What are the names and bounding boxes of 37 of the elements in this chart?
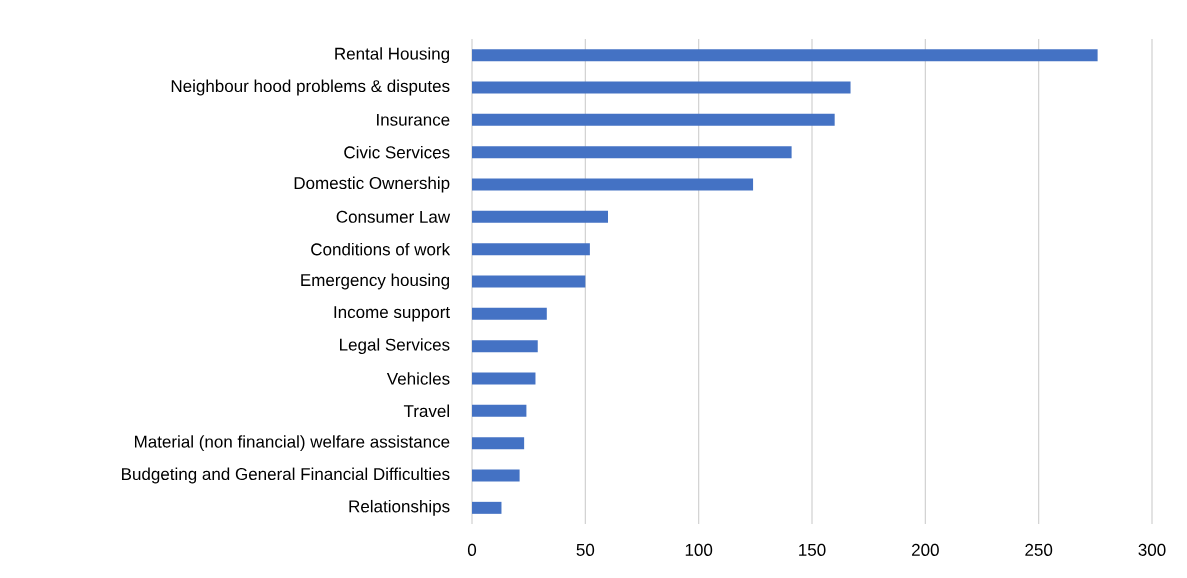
y-tick-label: Neighbour hood problems & disputes	[171, 79, 450, 96]
bar	[472, 275, 586, 288]
bar	[472, 49, 1098, 62]
bar	[472, 210, 608, 223]
y-tick-label: Rental Housing	[335, 47, 449, 64]
bar	[472, 469, 520, 482]
bar	[472, 113, 835, 126]
y-tick-label: Relationships	[349, 499, 450, 516]
y-tick-label: Civic Services	[344, 145, 450, 159]
y-tick-label: Vehicles	[386, 372, 450, 385]
bar	[472, 340, 538, 353]
bar	[472, 372, 536, 385]
y-tick-label: Travel	[403, 404, 449, 418]
y-tick-label: Legal Services	[340, 338, 450, 355]
y-tick-label: Domestic Ownership	[294, 176, 450, 193]
y-tick-label: Material (non financial) welfare assistance	[134, 435, 450, 452]
bar	[472, 437, 525, 450]
bar	[472, 404, 527, 417]
x-tick-label: 0	[467, 543, 477, 556]
x-tick-label: 200	[912, 543, 939, 556]
bar	[472, 81, 851, 94]
x-tick-label: 50	[576, 543, 595, 556]
bar	[472, 307, 547, 320]
y-tick-label: Income support	[334, 306, 450, 322]
x-tick-label: 150	[799, 543, 826, 556]
y-tick-label: Conditions of work	[311, 242, 451, 256]
x-tick-label: 100	[685, 543, 713, 556]
y-tick-label: Budgeting and General Financial Difficulties	[122, 467, 450, 484]
x-tick-label: 300	[1138, 543, 1166, 556]
bar	[472, 146, 792, 159]
bar	[472, 178, 754, 191]
y-tick-label: Consumer Law	[336, 210, 451, 223]
x-tick-label: 250	[1025, 543, 1053, 556]
y-tick-label: Insurance	[377, 113, 450, 126]
y-tick-label: Emergency housing	[301, 273, 449, 290]
bar	[472, 243, 590, 256]
bar	[472, 501, 502, 514]
